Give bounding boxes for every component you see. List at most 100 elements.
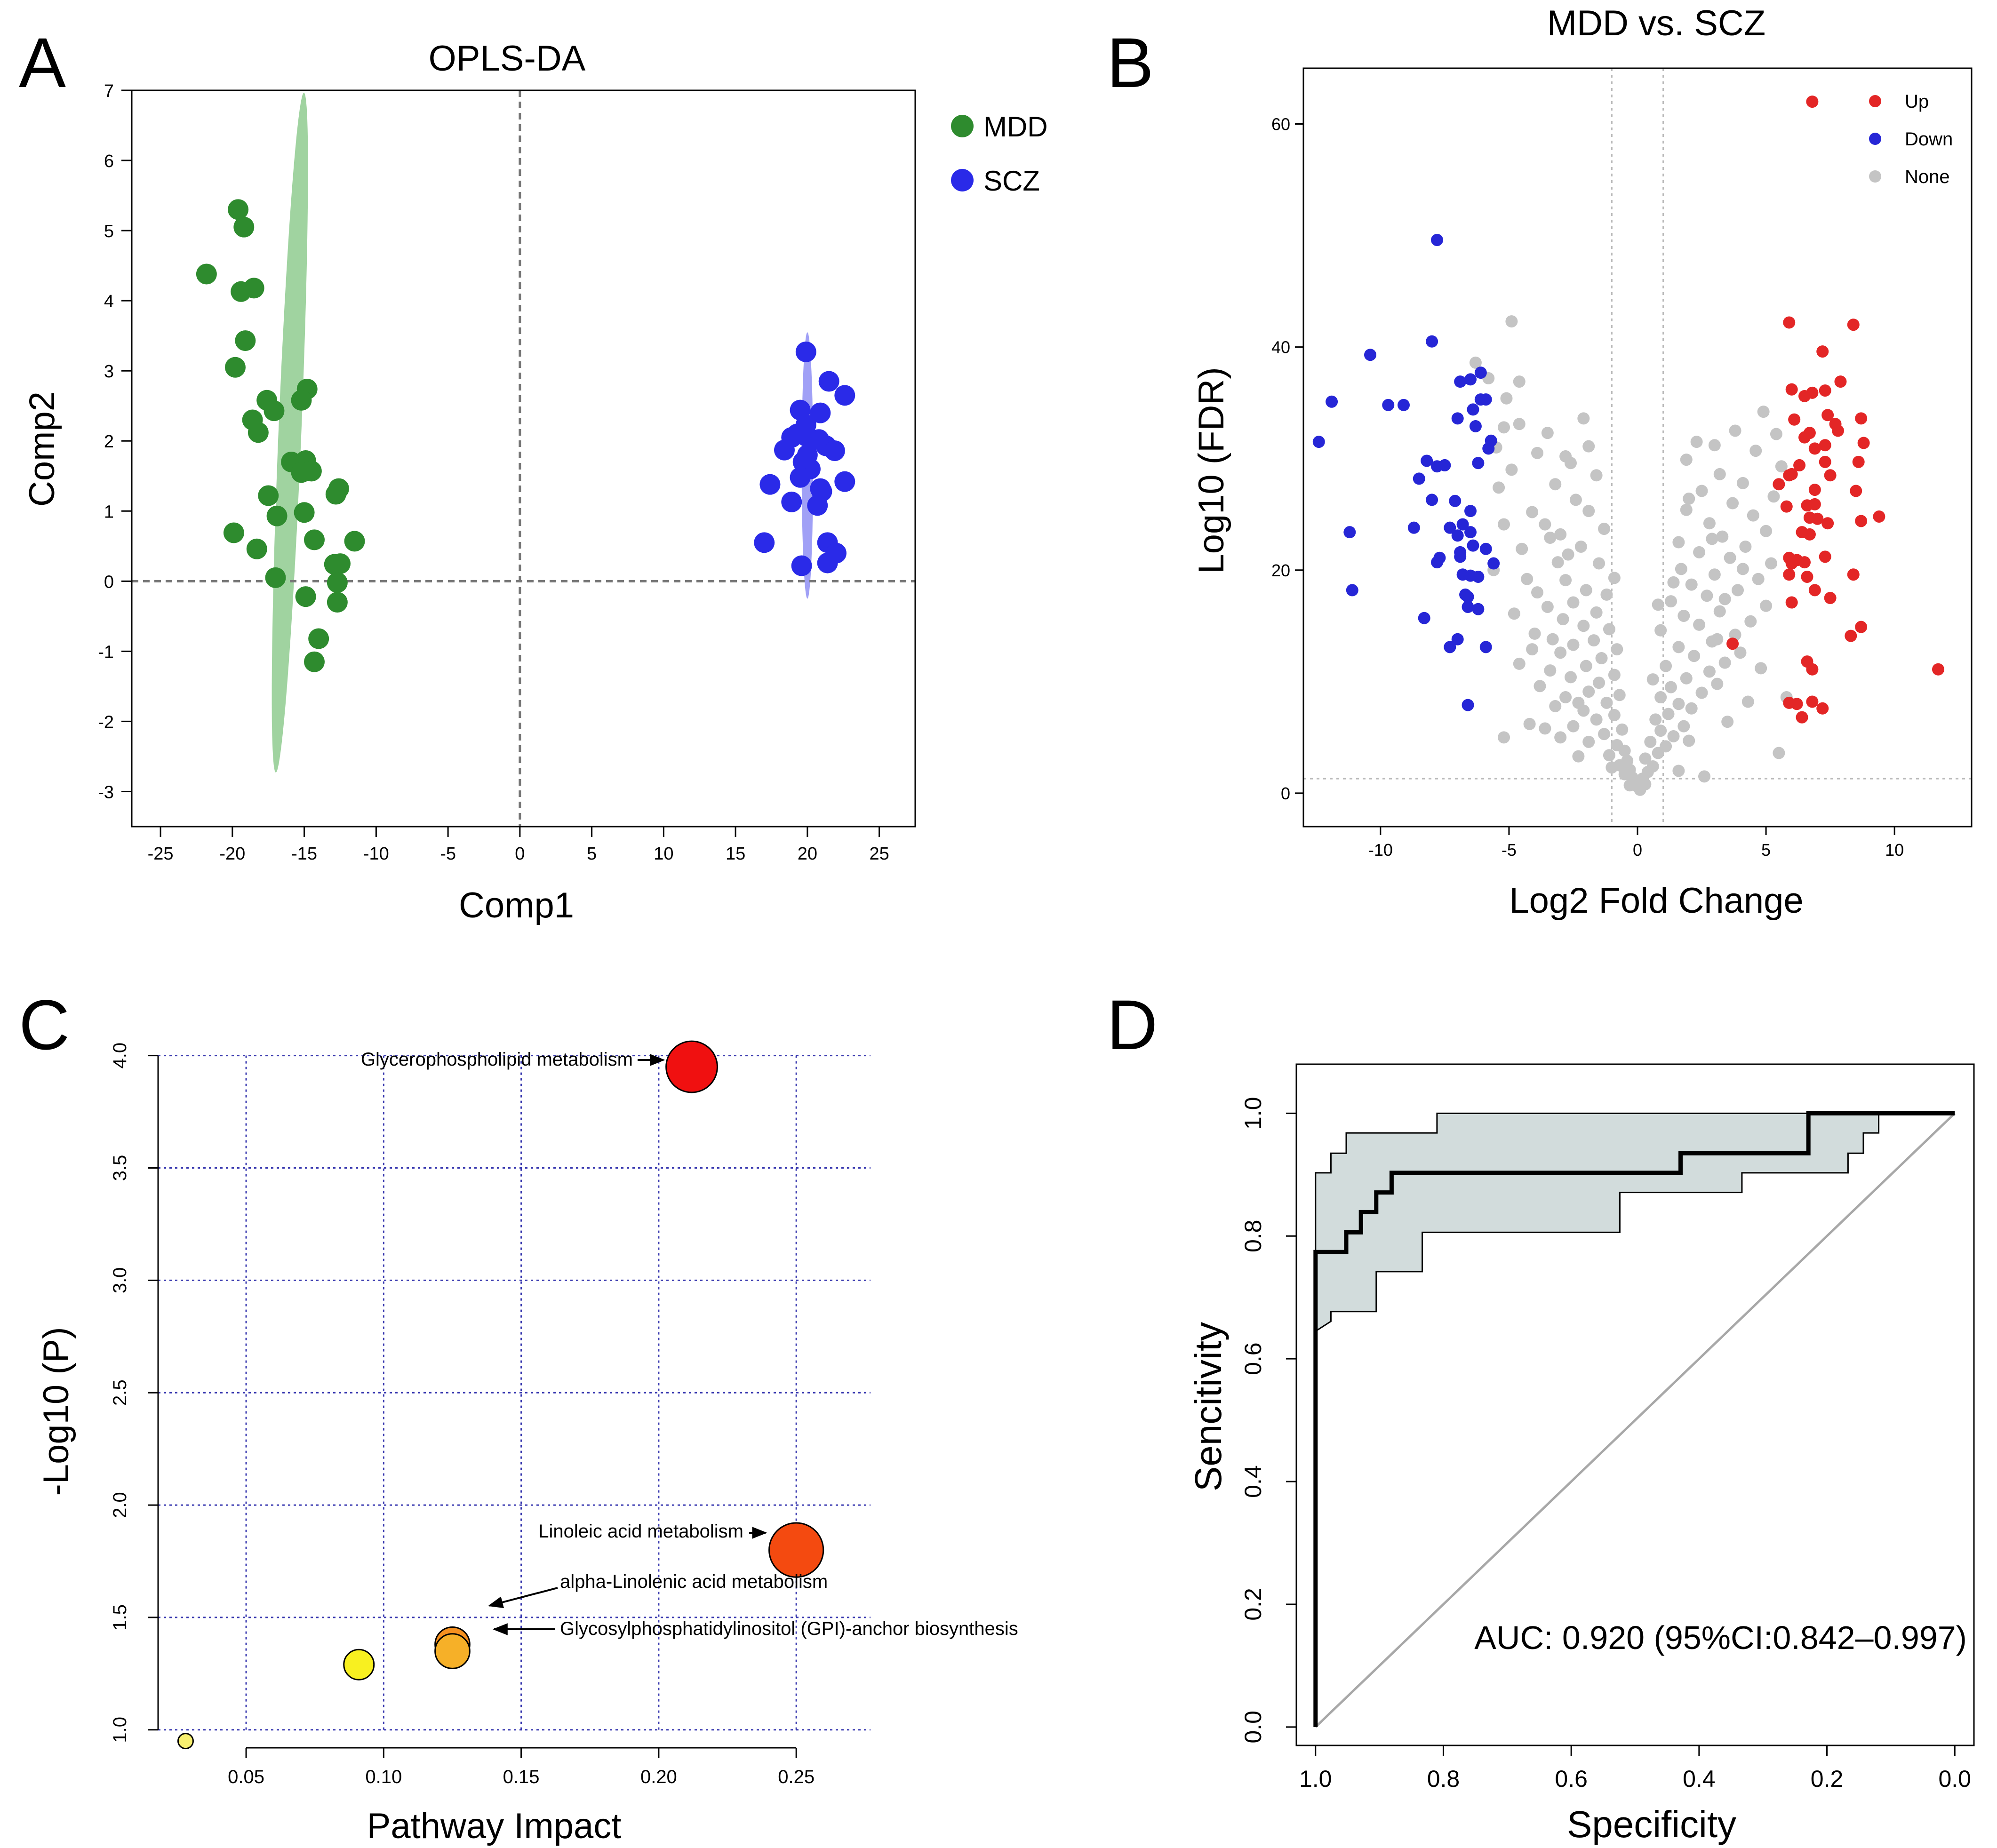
point-up: [1834, 375, 1847, 388]
point-down: [1426, 335, 1438, 348]
point-up: [1796, 711, 1808, 724]
point-none: [1590, 606, 1603, 619]
point-none: [1734, 646, 1747, 659]
point-none: [1662, 708, 1675, 720]
point-down: [1479, 542, 1492, 555]
point-down: [1472, 570, 1485, 583]
point-scz: [791, 555, 812, 576]
point-none: [1541, 427, 1554, 439]
point-none: [1608, 669, 1621, 681]
point-none: [1549, 700, 1562, 712]
point-none: [1703, 517, 1716, 530]
point-up: [1857, 437, 1870, 449]
point-none: [1618, 744, 1631, 757]
point-none: [1685, 578, 1698, 591]
point-none: [1531, 446, 1543, 459]
point-down: [1421, 454, 1433, 467]
x-tick-label: -25: [148, 844, 174, 864]
y-axis-label: Log10 (FDR): [1191, 367, 1231, 574]
y-axis-label: -Log10 (P): [36, 1327, 76, 1496]
point-mdd: [258, 485, 279, 506]
legend-label: MDD: [983, 111, 1048, 143]
point-none: [1680, 454, 1693, 466]
point-scz: [790, 467, 811, 488]
point-none: [1644, 735, 1657, 748]
point-down: [1382, 398, 1395, 411]
point-down: [1464, 526, 1477, 539]
point-up: [1783, 568, 1796, 581]
point-none: [1773, 747, 1785, 759]
point-down: [1467, 539, 1479, 552]
point-none: [1569, 494, 1582, 506]
x-tick-label: 0.20: [640, 1767, 677, 1787]
point-down: [1454, 550, 1467, 563]
point-up: [1783, 316, 1796, 329]
point-mdd: [327, 572, 348, 593]
point-none: [1567, 596, 1580, 609]
plot-frame: [131, 89, 916, 828]
point-down: [1462, 699, 1474, 711]
point-none: [1675, 563, 1687, 575]
point-mdd: [304, 529, 325, 550]
point-none: [1654, 725, 1667, 737]
point-up: [1819, 550, 1831, 563]
point-none: [1770, 428, 1782, 440]
point-mdd: [246, 538, 267, 559]
point-none: [1688, 650, 1701, 662]
point-down: [1364, 349, 1376, 361]
x-tick-label: 20: [798, 844, 817, 864]
point-none: [1654, 624, 1667, 637]
x-tick-label: -5: [440, 844, 456, 864]
y-tick-label: 0.2: [1240, 1588, 1266, 1621]
point-none: [1683, 734, 1695, 747]
point-none: [1744, 615, 1757, 628]
panel-b-volcano: -10 -5 0 5 10 0 20 40 60 MDD vs. SCZ Log2 Fold Cha…: [1191, 3, 1973, 921]
point-scz: [774, 439, 795, 461]
point-mdd: [308, 628, 329, 649]
x-tick-label: 0.15: [503, 1767, 540, 1787]
point-none: [1652, 598, 1664, 611]
y-tick-label: 0: [1281, 784, 1290, 803]
pathway-bubble-3: [434, 1633, 471, 1669]
point-down: [1482, 442, 1495, 455]
point-up: [1793, 459, 1806, 471]
point-down: [1449, 494, 1462, 507]
point-none: [1703, 665, 1716, 678]
point-none: [1726, 497, 1739, 510]
point-down: [1444, 641, 1456, 653]
point-none: [1565, 457, 1577, 470]
point-none: [1559, 691, 1572, 704]
point-none: [1554, 731, 1567, 744]
pathway-bubble-1: [768, 1522, 824, 1578]
point-none: [1724, 551, 1736, 564]
point-down: [1464, 505, 1477, 518]
panel-d-roc: 1.0 0.8 0.6 0.4 0.2 0.0 0.0 0.2 0.4 0.6 0.8 1.0 AUC:…: [1187, 1063, 1975, 1845]
point-none: [1701, 589, 1713, 602]
point-none: [1549, 478, 1562, 491]
point-up: [1806, 386, 1819, 399]
panel-label-b: B: [1107, 23, 1154, 102]
point-none: [1531, 586, 1543, 599]
point-scz: [759, 474, 781, 495]
point-none: [1716, 530, 1729, 543]
point-up: [1806, 695, 1819, 708]
annotation-arrow: [487, 1587, 558, 1609]
point-none: [1544, 664, 1557, 677]
y-tick-label: 2: [104, 432, 114, 452]
point-none: [1677, 609, 1690, 622]
point-none: [1608, 709, 1621, 721]
y-tick-label: 0.6: [1240, 1342, 1266, 1375]
point-up: [1855, 412, 1868, 425]
point-none: [1711, 633, 1724, 645]
point-down: [1312, 436, 1325, 448]
point-none: [1708, 439, 1721, 452]
y-tick-label: 0.8: [1240, 1220, 1266, 1253]
point-up: [1785, 596, 1798, 609]
y-tick-label: 3: [104, 362, 114, 382]
point-none: [1513, 657, 1526, 670]
y-tick-label: 1.0: [110, 1717, 130, 1743]
point-down: [1451, 412, 1464, 425]
point-none: [1582, 735, 1595, 748]
point-down: [1472, 603, 1485, 615]
